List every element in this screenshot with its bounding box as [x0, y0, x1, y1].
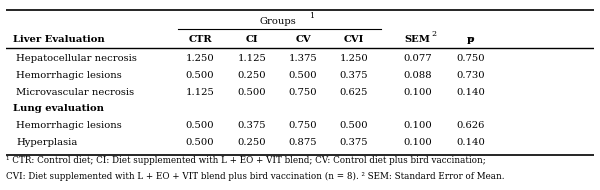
Text: 0.250: 0.250	[238, 71, 266, 80]
Text: Hemorrhagic lesions: Hemorrhagic lesions	[16, 71, 122, 80]
Text: 0.375: 0.375	[340, 138, 368, 147]
Text: 0.088: 0.088	[403, 71, 432, 80]
Text: 0.750: 0.750	[456, 54, 485, 63]
Text: 0.730: 0.730	[456, 71, 485, 80]
Text: 0.250: 0.250	[238, 138, 266, 147]
Text: 0.875: 0.875	[289, 138, 317, 147]
Text: Hepatocellular necrosis: Hepatocellular necrosis	[16, 54, 137, 63]
Text: 0.100: 0.100	[403, 138, 432, 147]
Text: 0.500: 0.500	[340, 121, 368, 130]
Text: 0.077: 0.077	[403, 54, 432, 63]
Text: 0.375: 0.375	[340, 71, 368, 80]
Text: 0.750: 0.750	[289, 88, 317, 97]
Text: 1.125: 1.125	[238, 54, 266, 63]
Text: Groups: Groups	[259, 17, 296, 26]
Text: Hemorrhagic lesions: Hemorrhagic lesions	[16, 121, 122, 130]
Text: 1: 1	[309, 12, 314, 20]
Text: Hyperplasia: Hyperplasia	[16, 138, 77, 147]
Text: CV: CV	[295, 35, 311, 44]
Text: 0.140: 0.140	[456, 88, 485, 97]
Text: 0.500: 0.500	[238, 88, 266, 97]
Text: 0.500: 0.500	[186, 138, 214, 147]
Text: 1.375: 1.375	[289, 54, 317, 63]
Text: 0.625: 0.625	[340, 88, 368, 97]
Text: Lung evaluation: Lung evaluation	[13, 105, 104, 113]
Text: Microvascular necrosis: Microvascular necrosis	[16, 88, 134, 97]
Text: 1.125: 1.125	[185, 88, 214, 97]
Text: SEM: SEM	[404, 35, 431, 44]
Text: 0.100: 0.100	[403, 121, 432, 130]
Text: p: p	[467, 35, 474, 44]
Text: CVI: CVI	[344, 35, 364, 44]
Text: 0.140: 0.140	[456, 138, 485, 147]
Text: CVI: Diet supplemented with L + EO + VIT blend plus bird vaccination (n = 8). ² : CVI: Diet supplemented with L + EO + VIT…	[6, 172, 505, 181]
Text: 1.250: 1.250	[340, 54, 368, 63]
Text: 2: 2	[431, 30, 437, 38]
Text: 0.750: 0.750	[289, 121, 317, 130]
Text: CTR: CTR	[188, 35, 212, 44]
Text: CI: CI	[245, 35, 258, 44]
Text: 0.500: 0.500	[289, 71, 317, 80]
Text: 1.250: 1.250	[185, 54, 214, 63]
Text: Liver Evaluation: Liver Evaluation	[13, 35, 105, 44]
Text: 0.626: 0.626	[457, 121, 485, 130]
Text: 0.500: 0.500	[186, 71, 214, 80]
Text: p: p	[467, 35, 474, 44]
Text: 0.100: 0.100	[403, 88, 432, 97]
Text: 0.500: 0.500	[186, 121, 214, 130]
Text: ¹ CTR: Control diet; CI: Diet supplemented with L + EO + VIT blend; CV: Control : ¹ CTR: Control diet; CI: Diet supplement…	[6, 156, 486, 165]
Text: 0.375: 0.375	[238, 121, 266, 130]
